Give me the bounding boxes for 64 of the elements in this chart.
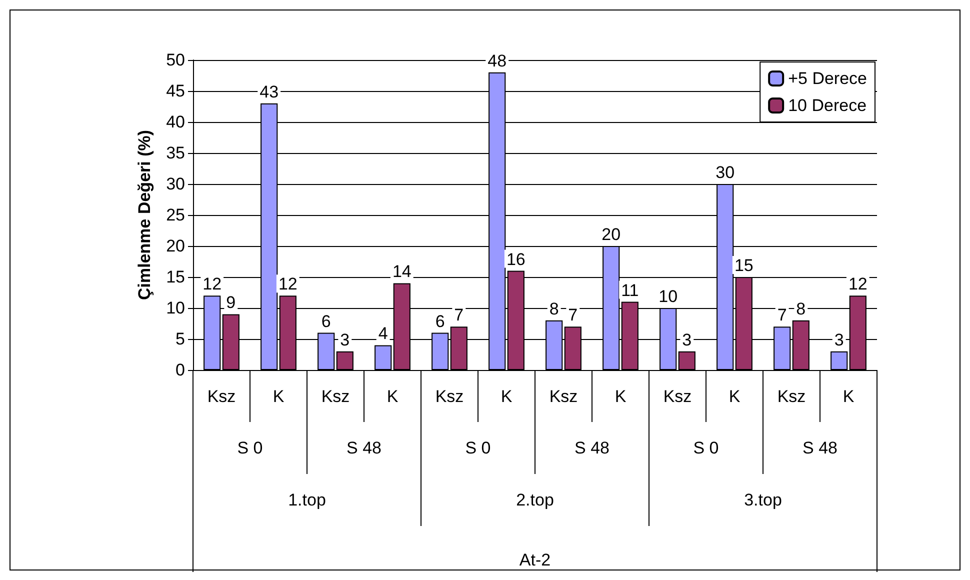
x-tick-label: Ksz bbox=[777, 387, 806, 406]
data-label: 7 bbox=[568, 306, 578, 325]
data-label: 9 bbox=[226, 293, 236, 312]
x-tick-label: K bbox=[614, 387, 627, 406]
x-tick-label: K bbox=[728, 387, 741, 406]
data-label: 30 bbox=[716, 163, 735, 182]
bar bbox=[830, 351, 848, 370]
y-tick-label: 40 bbox=[166, 112, 185, 132]
y-tick-label: 5 bbox=[176, 330, 185, 348]
data-label: 3 bbox=[340, 330, 350, 350]
data-label: 48 bbox=[488, 51, 507, 70]
legend-label: +5 Derece bbox=[788, 69, 868, 88]
y-axis-title: Çimlenme Değeri (%) bbox=[135, 130, 154, 300]
data-label: 6 bbox=[321, 312, 331, 331]
data-label: 12 bbox=[278, 274, 298, 294]
data-label: 11 bbox=[621, 280, 639, 300]
x-tick-label: Ksz bbox=[663, 387, 692, 406]
text: S 48 bbox=[802, 438, 838, 458]
text: S 0 bbox=[465, 438, 491, 458]
data-label: 8 bbox=[549, 299, 559, 318]
data-label: 43 bbox=[260, 82, 279, 102]
bar bbox=[678, 351, 696, 370]
data-label: 12 bbox=[848, 274, 868, 294]
bar bbox=[336, 351, 354, 370]
y-tick-label: 15 bbox=[166, 268, 185, 286]
x-tick-label: Ksz bbox=[435, 387, 464, 406]
x-tick-label: K bbox=[500, 387, 513, 406]
data-label: 20 bbox=[602, 225, 621, 244]
y-tick-label: 35 bbox=[166, 144, 185, 162]
text: S 0 bbox=[693, 438, 719, 458]
x-tick-label: Ksz bbox=[321, 387, 350, 406]
bar bbox=[374, 345, 392, 370]
y-tick-label: 30 bbox=[166, 174, 185, 194]
text: 3.top bbox=[744, 490, 782, 510]
text: S 48 bbox=[346, 438, 382, 458]
text: S 48 bbox=[574, 438, 610, 458]
x-tick-label: K bbox=[386, 387, 399, 406]
text: 1.top bbox=[288, 490, 326, 510]
y-tick-label: 20 bbox=[166, 236, 185, 256]
y-tick-label: 50 bbox=[166, 50, 185, 70]
data-label: 3 bbox=[834, 330, 844, 350]
x-tick-label: K bbox=[272, 387, 285, 406]
y-tick-label: 0 bbox=[176, 360, 185, 380]
x-tick-label: Ksz bbox=[207, 387, 236, 406]
data-label: 7 bbox=[777, 306, 787, 325]
text: 2.top bbox=[516, 490, 554, 510]
y-tick-label: 45 bbox=[166, 82, 185, 100]
data-label: 7 bbox=[454, 306, 464, 325]
text: At-2 bbox=[519, 550, 551, 570]
data-label: 14 bbox=[392, 262, 412, 282]
data-label: 8 bbox=[796, 299, 806, 318]
data-label: 3 bbox=[682, 330, 692, 350]
data-label: 10 bbox=[658, 287, 678, 306]
x-tick-label: K bbox=[842, 387, 855, 406]
legend-label: 10 Derece bbox=[788, 96, 867, 115]
data-label: 6 bbox=[435, 312, 445, 331]
data-label: 15 bbox=[734, 256, 754, 275]
y-tick-label: 10 bbox=[166, 298, 185, 318]
data-label: 16 bbox=[506, 250, 526, 269]
data-label: 12 bbox=[202, 274, 222, 294]
y-tick-label: 25 bbox=[166, 206, 185, 224]
x-tick-label: Ksz bbox=[549, 387, 578, 406]
text: S 0 bbox=[237, 438, 263, 458]
data-label: 4 bbox=[378, 324, 388, 344]
